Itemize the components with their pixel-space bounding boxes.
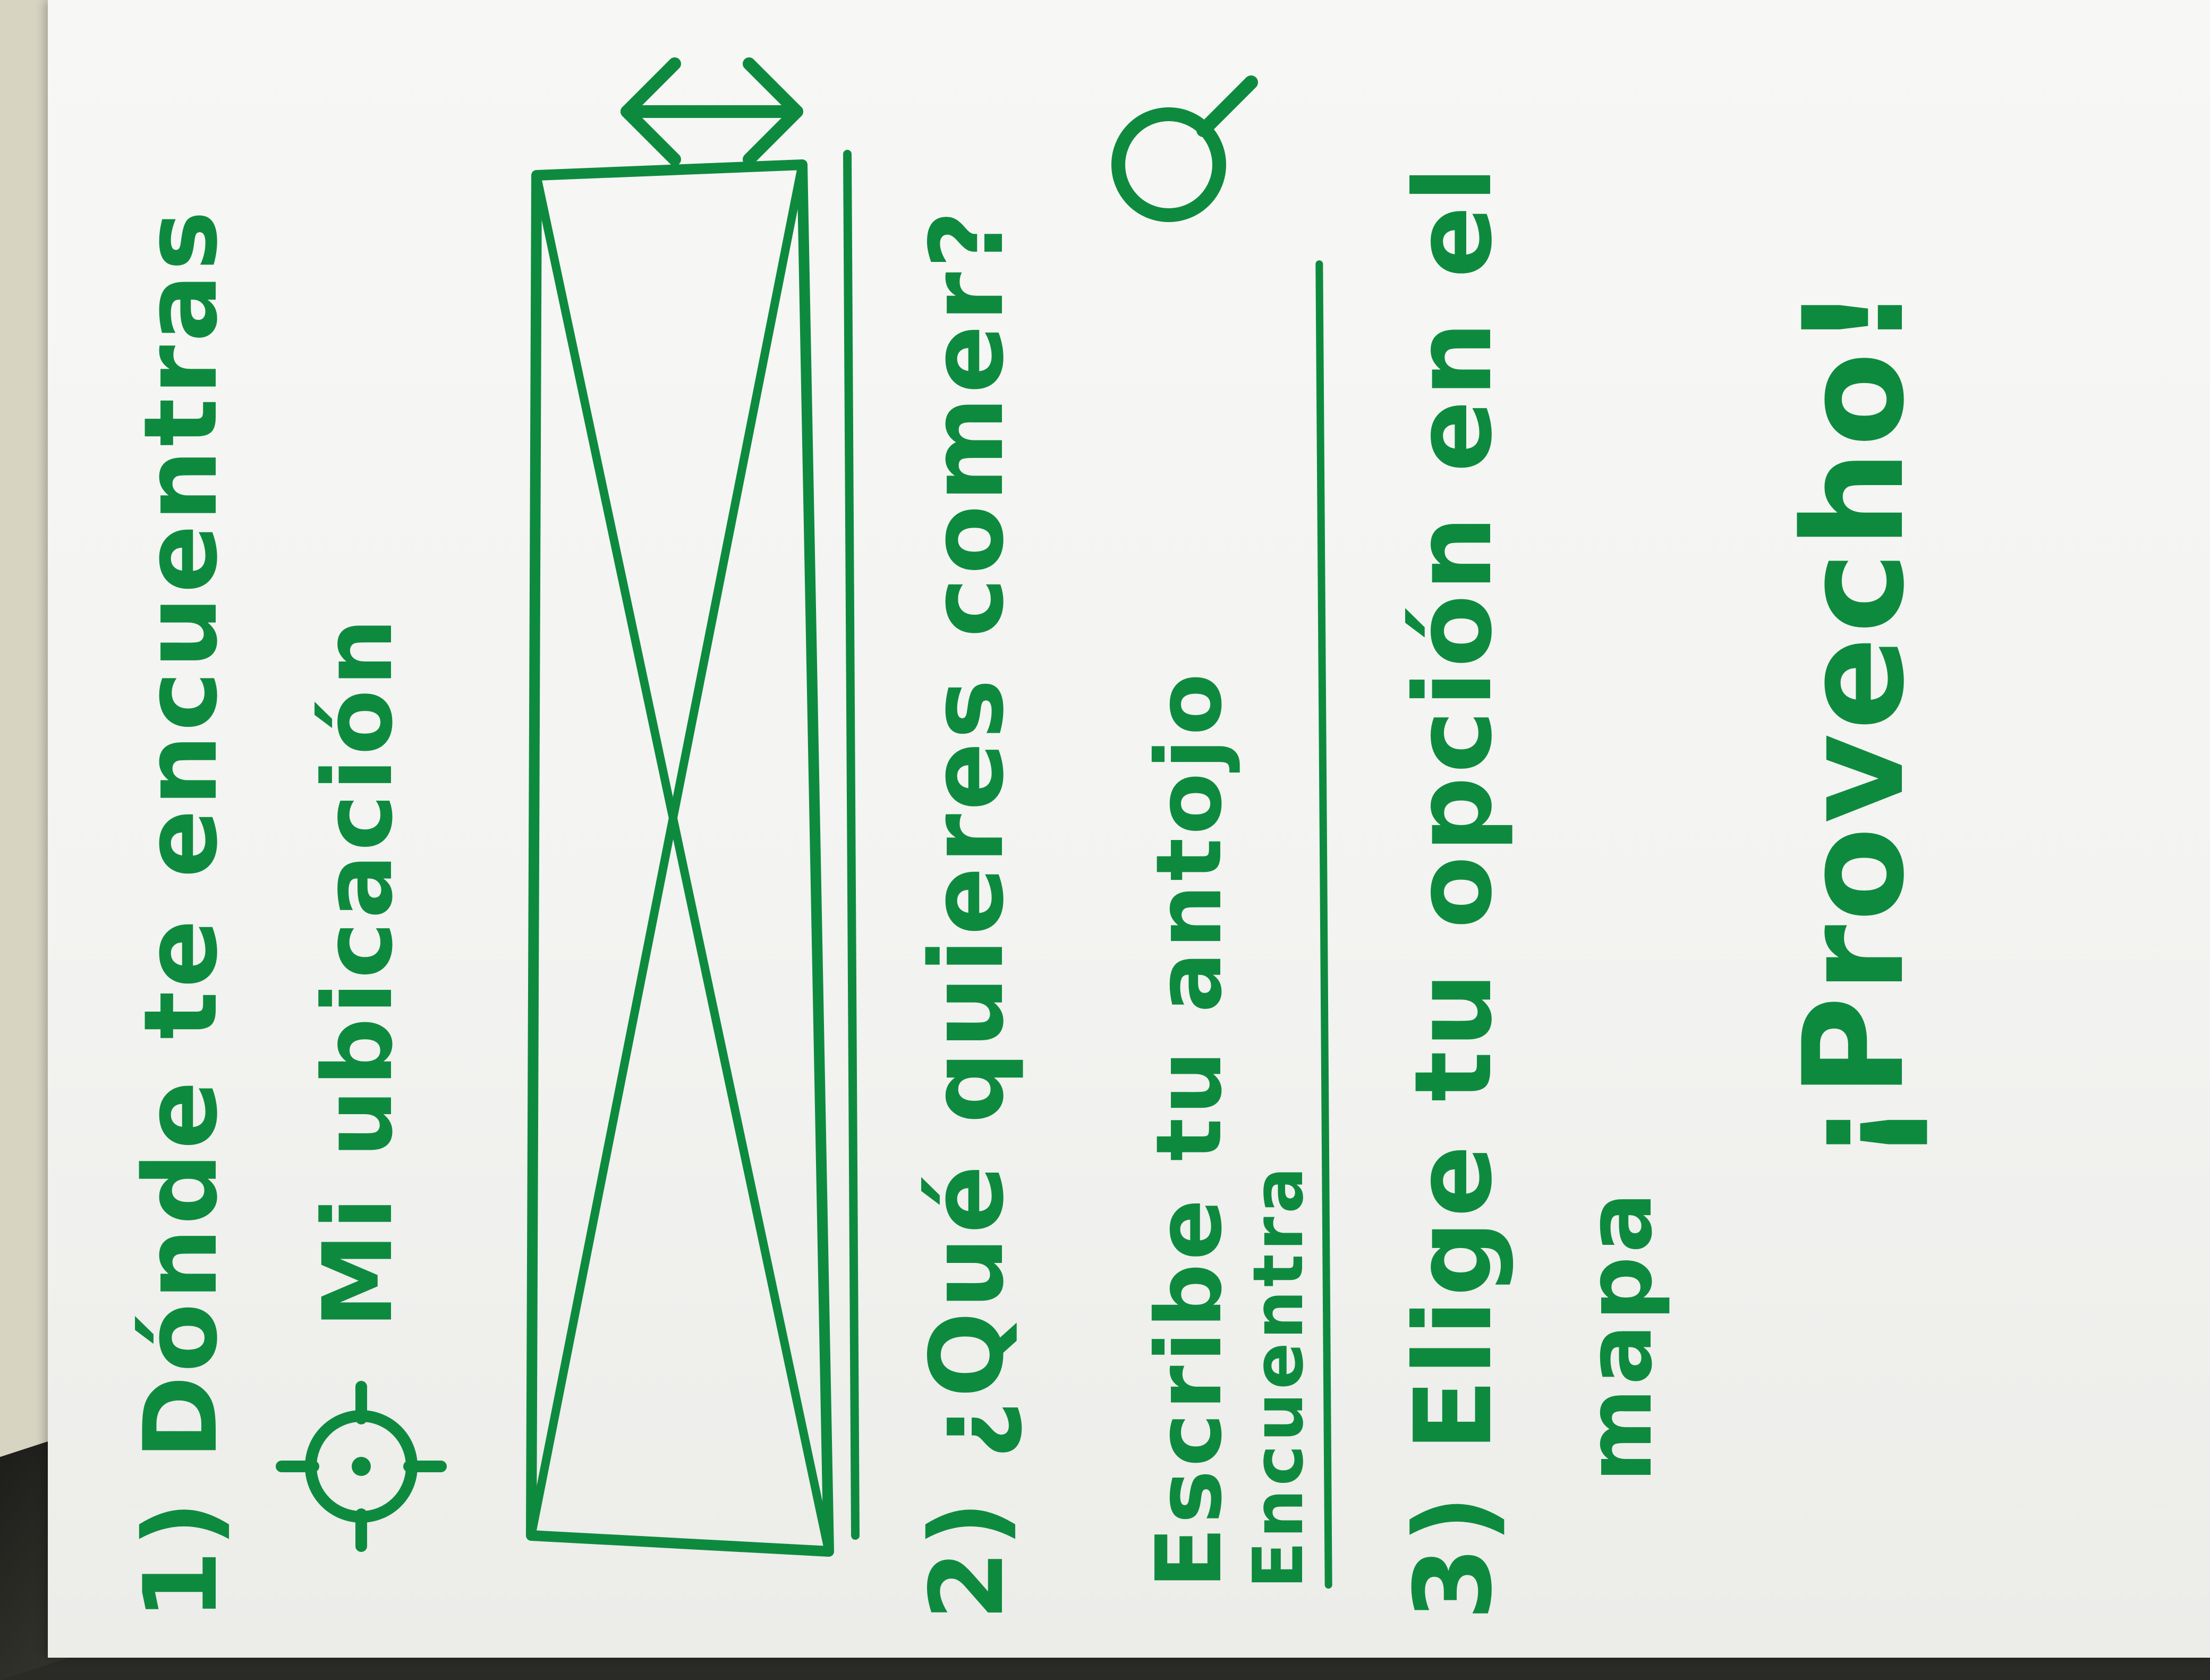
location-target-icon: [276, 1381, 447, 1552]
step3-heading: 3) Elige tu opción en el: [1392, 163, 1516, 1620]
step2-heading: 2) ¿Qué quieres comer?: [908, 207, 1026, 1620]
image-placeholder-icon[interactable]: [515, 21, 887, 1562]
closing-message: ¡Provecho!: [1774, 282, 1935, 1164]
resize-vertical-icon[interactable]: [611, 21, 813, 202]
step1-heading: 1) Dónde te encuentras: [122, 207, 240, 1620]
search-icon[interactable]: [1089, 64, 1270, 244]
sketch-paper: 1) Dónde te encuentras Mi ubicación: [48, 0, 2210, 1658]
my-location-label: Mi ubicación: [303, 615, 414, 1328]
wireframe-page: 1) Dónde te encuentras Mi ubicación: [48, 0, 2210, 1658]
search-placeholder: Escribe tu antojo: [1137, 670, 1242, 1589]
my-location-button[interactable]: [271, 388, 447, 1557]
search-alt-placeholder: Encuentra: [1238, 1164, 1319, 1589]
step3-map-word: mapa: [1567, 1189, 1672, 1482]
